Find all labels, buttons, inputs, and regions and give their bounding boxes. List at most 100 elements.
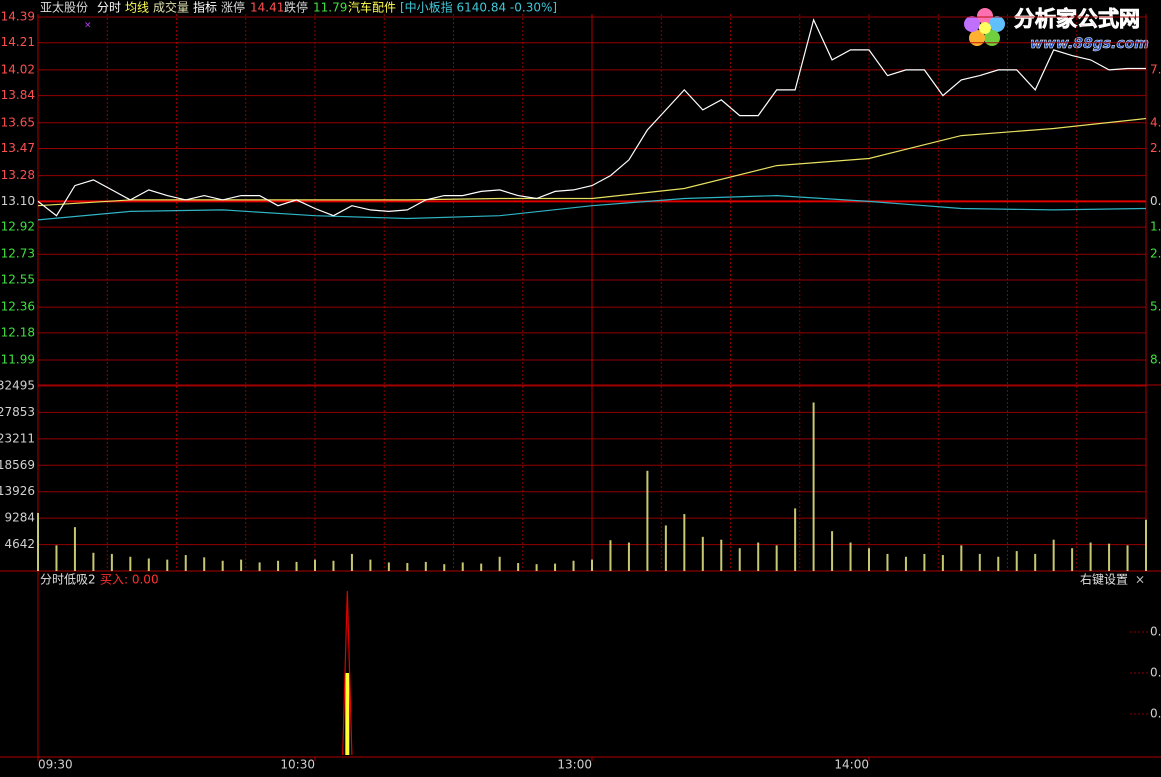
volume-bar xyxy=(720,539,723,571)
volume-bar xyxy=(480,563,483,571)
volume-bar xyxy=(406,563,409,571)
volume-bar xyxy=(517,563,520,571)
x-tick-label: 14:00 xyxy=(834,758,869,772)
volume-bar xyxy=(572,560,575,571)
volume-bar xyxy=(775,545,778,571)
limit-up: 14.41 xyxy=(250,1,284,15)
petal xyxy=(969,30,985,46)
volume-bar xyxy=(591,559,593,571)
signal-bar xyxy=(345,673,350,755)
volume-bar xyxy=(184,555,187,571)
y-tick-label: 23211 xyxy=(0,431,35,445)
flower-center xyxy=(979,22,991,34)
volume-bar xyxy=(73,527,76,571)
volume-bar xyxy=(960,545,963,571)
index-info: [中小板指 6140.84 -0.30%] xyxy=(400,0,557,15)
volume-bar xyxy=(443,564,446,571)
sector: 汽车配件 xyxy=(348,0,396,15)
limit-down: 11.79 xyxy=(313,1,347,15)
volume-bar xyxy=(295,561,298,571)
volume-bar xyxy=(997,556,1000,571)
tab[interactable]: 分时 xyxy=(97,1,121,15)
limit-down-label: 跌停 xyxy=(284,0,308,15)
volume-bar xyxy=(609,540,612,571)
y-tick-label: 13926 xyxy=(0,484,35,498)
indicator-title: 分时低吸2 xyxy=(40,573,96,587)
y2-tick-label: 2. xyxy=(1150,247,1161,261)
y-tick-label: 0. xyxy=(1150,707,1161,721)
volume-bar xyxy=(535,564,538,571)
x-tick-label: 10:30 xyxy=(280,758,315,772)
volume-bar xyxy=(646,470,649,571)
close-button[interactable]: × xyxy=(1135,573,1145,587)
petal xyxy=(977,8,993,24)
x-tick-label: 13:00 xyxy=(557,758,592,772)
volume-bar xyxy=(886,553,889,571)
settings-button[interactable]: 右键设置 xyxy=(1080,572,1128,587)
stock-name: 亚太股份 xyxy=(40,0,88,15)
line-series xyxy=(37,194,1147,221)
y-tick-label: 13.28 xyxy=(1,168,35,182)
y-tick-label: 12.36 xyxy=(1,300,35,314)
volume-bar xyxy=(794,508,797,571)
volume-bar xyxy=(1052,539,1055,571)
volume-bar xyxy=(1071,548,1074,571)
y-tick-label: 4642 xyxy=(4,537,35,551)
volume-bar xyxy=(1034,553,1037,571)
volume-bar xyxy=(849,542,852,571)
tab[interactable]: 成交量 xyxy=(153,0,189,15)
y-tick-label: 11.99 xyxy=(1,353,35,367)
volume-bar xyxy=(92,552,95,571)
y-tick-label: 14.39 xyxy=(1,10,35,24)
y-tick-label: 14.02 xyxy=(1,62,35,76)
volume-bar xyxy=(683,514,686,571)
logo: 分析家公式网 www.88gs.com xyxy=(964,7,1149,52)
y-tick-label: 12.92 xyxy=(1,220,35,234)
volume-bar xyxy=(1126,545,1129,571)
y2-tick-label: 2. xyxy=(1150,141,1161,155)
volume-bar xyxy=(627,542,630,571)
volume-bar xyxy=(1145,519,1147,571)
volume-bar xyxy=(350,553,353,571)
volume-bar xyxy=(332,560,335,571)
volume-bar xyxy=(147,558,150,571)
logo-url: www.88gs.com xyxy=(1030,36,1149,52)
volume-bar xyxy=(1089,542,1092,571)
volume-bar xyxy=(240,559,243,571)
y-tick-label: 12.55 xyxy=(1,272,35,286)
volume-bar xyxy=(1108,543,1111,571)
volume-bar xyxy=(203,557,206,571)
line-series xyxy=(37,18,1146,217)
tab[interactable]: 指标 xyxy=(193,0,217,15)
volume-bar xyxy=(757,542,760,571)
volume-bar xyxy=(812,402,815,571)
y-tick-label: 13.65 xyxy=(1,115,35,129)
volume-bar xyxy=(277,560,280,571)
volume-bar xyxy=(166,559,169,571)
y-tick-label: 0. xyxy=(1150,625,1161,639)
volume-bar xyxy=(1015,551,1018,571)
volume-bar xyxy=(498,556,501,571)
volume-bar xyxy=(701,536,704,571)
volume-bar xyxy=(129,556,132,571)
volume-bar xyxy=(904,556,907,571)
y2-tick-label: 4. xyxy=(1150,115,1161,129)
y2-tick-label: 7. xyxy=(1150,62,1161,76)
y-tick-label: 32495 xyxy=(0,379,35,393)
petal xyxy=(964,16,980,32)
volume-bar xyxy=(110,553,113,571)
volume-bar xyxy=(314,559,316,571)
header: 亚太股份 分时 均线 成交量 指标 涨停 14.41 跌停 11.79 汽车配件… xyxy=(40,0,557,15)
y-tick-label: 27853 xyxy=(0,405,35,419)
x-tick-label: 09:30 xyxy=(38,758,73,772)
volume-bar xyxy=(461,562,464,571)
marker: × xyxy=(84,21,92,31)
line-series xyxy=(342,590,353,756)
tab[interactable]: 均线 xyxy=(125,1,149,15)
y-tick-label: 0. xyxy=(1150,666,1161,680)
petal xyxy=(989,16,1005,32)
y2-tick-label: 1. xyxy=(1150,220,1161,234)
volume-bar xyxy=(738,548,741,571)
